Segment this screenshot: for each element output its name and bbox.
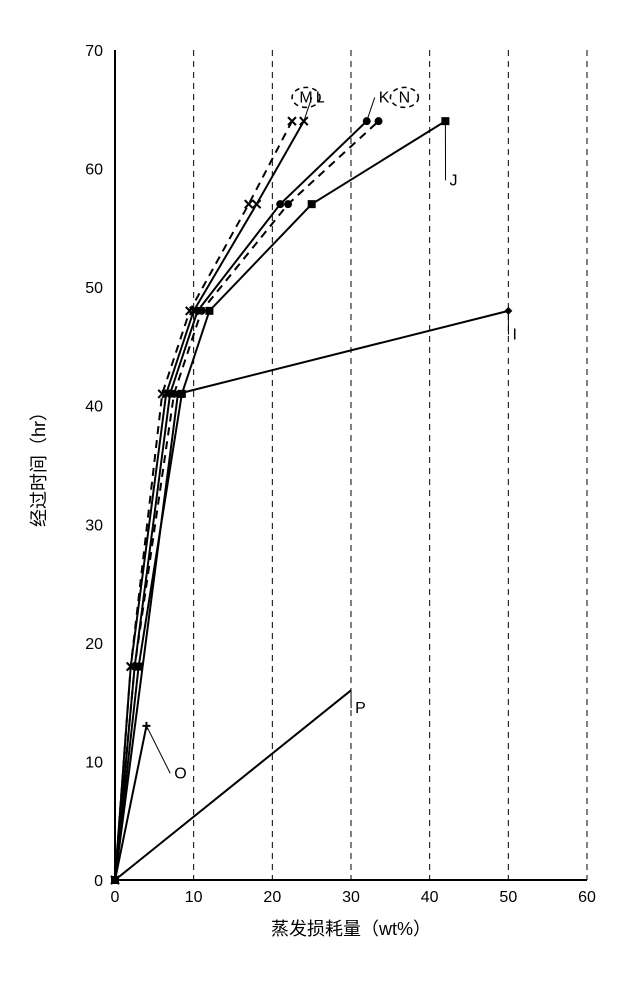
evaporation-loss-chart: 0 10 20 30 40 50 60 0 10 20 30 40 50 60 70 蒸发损耗量（wt%） 经过…	[0, 0, 627, 1000]
marker-circle	[276, 200, 284, 208]
y-tick-label: 50	[499, 889, 517, 906]
y-tick-label: 0	[111, 889, 120, 906]
x-tick-label: 40	[85, 399, 103, 416]
series-label-O: O	[174, 765, 186, 782]
marker-circle	[375, 117, 383, 125]
marker-square	[178, 390, 186, 398]
y-tick-label: 10	[185, 889, 203, 906]
series-N	[115, 121, 379, 880]
y-tick-label: 20	[263, 889, 281, 906]
marker-circle	[284, 200, 292, 208]
x-tick-label: 20	[85, 636, 103, 653]
y-tick-label: 30	[342, 889, 360, 906]
marker-square	[205, 307, 213, 315]
series-P	[115, 690, 351, 880]
x-tick-label: 0	[94, 873, 103, 890]
x-tick-label: 70	[85, 43, 103, 60]
series-M	[115, 121, 292, 880]
series-label-K: K	[379, 89, 390, 106]
series-label-J: J	[450, 172, 458, 189]
x-axis-label: 经过时间（hr）	[29, 403, 49, 527]
y-tick-label: 60	[578, 889, 596, 906]
y-axis-label: 蒸发损耗量（wt%）	[271, 919, 431, 939]
series-L	[115, 121, 304, 880]
marker-square	[308, 200, 316, 208]
x-tick-label: 30	[85, 517, 103, 534]
x-tick-label: 10	[85, 754, 103, 771]
x-tick-label: 60	[85, 162, 103, 179]
x-tick-label: 50	[85, 280, 103, 297]
leader-line	[367, 97, 375, 121]
leader-line	[146, 726, 170, 773]
series-label-I: I	[512, 327, 516, 344]
series-J	[115, 121, 445, 880]
series-label-P: P	[355, 700, 366, 717]
y-tick-label: 40	[421, 889, 439, 906]
series-label-N: N	[399, 89, 411, 106]
series-label-M: M	[299, 89, 312, 106]
